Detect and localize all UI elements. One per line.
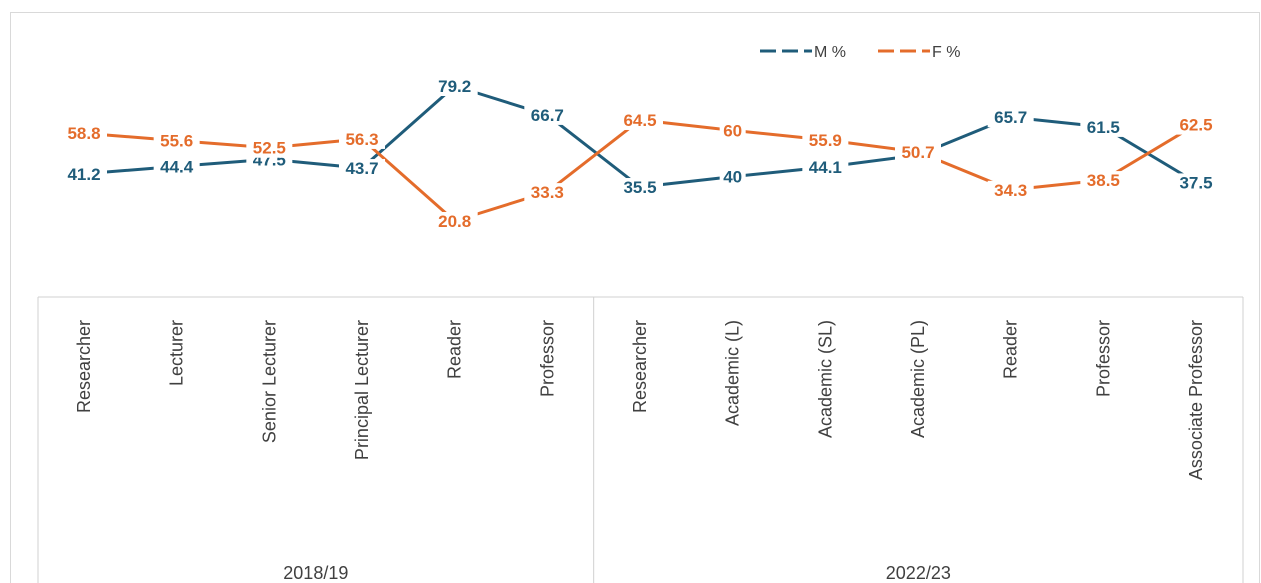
data-label-bg [987,180,1034,200]
category-tick-label: Academic (SL) [815,320,835,438]
group-label: 2018/19 [283,563,348,583]
data-label: 34.3 [994,181,1027,200]
category-tick-label: Lecturer [167,320,187,386]
data-label: 55.9 [809,131,842,150]
data-label: 65.7 [994,108,1027,127]
data-label-bg [1080,117,1127,137]
data-label-bg [1173,173,1219,193]
data-label-bg [987,108,1034,128]
data-label-bg [431,212,478,231]
data-label-bg [719,121,746,141]
data-label: 60 [723,121,742,140]
data-label: 44.1 [809,158,842,177]
legend-label: F % [932,44,960,61]
data-label: 79.2 [438,77,471,96]
data-label: 33.3 [531,183,564,202]
legend-label: M % [814,44,846,61]
category-tick-label: Principal Lecturer [352,320,372,460]
data-label: 20.8 [438,212,471,231]
data-label: 64.5 [623,111,656,130]
category-tick-label: Researcher [630,320,650,413]
data-label: 37.5 [1179,173,1212,192]
category-tick-label: Researcher [74,320,94,413]
data-label-bg [617,110,663,130]
data-label-bg [339,159,385,179]
data-label: 40 [723,168,742,187]
data-label-bg [246,138,293,158]
category-tick-label: Reader [1001,320,1021,379]
category-tick-label: Professor [1093,320,1113,397]
data-label-bg [153,131,200,151]
data-label: 44.4 [160,157,194,176]
data-label: 38.5 [1087,171,1120,190]
data-label: 41.2 [67,165,100,184]
data-label-bg [1173,115,1219,135]
data-label: 43.7 [345,159,378,178]
category-tick-label: Professor [537,320,557,397]
data-label-bg [339,129,385,149]
category-axis: 2018/19 2022/23 Researcher Lecturer Senior L… [37,296,1244,583]
data-label: 61.5 [1087,118,1120,137]
data-label-bg [802,130,849,150]
category-tick-label: Reader [445,320,465,379]
data-label-bg [431,77,478,96]
data-label: 56.3 [345,130,378,149]
data-label-bg [61,164,107,184]
data-label-bg [719,167,746,187]
chart-frame [10,12,1260,583]
data-label: 35.5 [623,178,656,197]
category-tick-label: Associate Professor [1186,320,1206,480]
data-label: 66.7 [531,106,564,125]
category-tick-label: Academic (PL) [908,320,928,438]
data-labels: 41.244.447.543.779.266.735.54044.149.365… [61,77,1219,231]
data-label-bg [153,157,200,177]
data-label-bg [524,105,571,125]
data-label-bg [617,178,663,198]
data-label: 55.6 [160,132,193,151]
data-label-bg [61,124,107,144]
series-line-m [83,84,1197,189]
series-line-f [83,118,1197,223]
data-label-bg [802,158,849,178]
legend: M % F % [760,44,960,61]
data-label-bg [1080,171,1127,191]
data-label-bg [895,142,941,162]
data-label: 50.7 [901,143,934,162]
data-label: 52.5 [253,139,286,158]
category-tick-label: Academic (L) [723,320,743,426]
data-label: 58.8 [67,124,100,143]
data-label: 62.5 [1179,116,1212,135]
category-tick-label: Senior Lecturer [259,320,279,443]
data-label-bg [524,183,571,203]
group-label: 2022/23 [886,563,951,583]
